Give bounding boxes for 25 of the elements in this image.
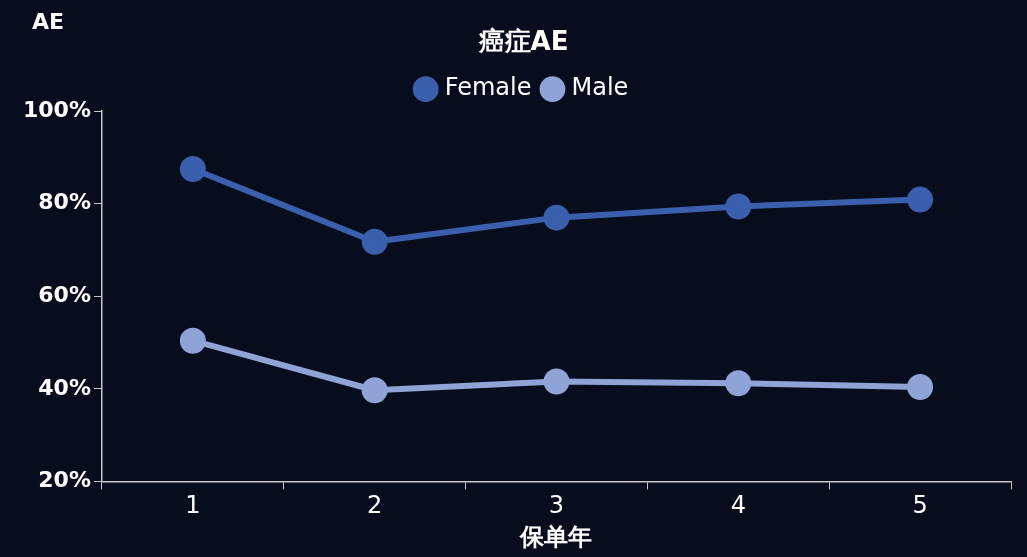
point — [725, 370, 752, 397]
point — [543, 204, 570, 231]
legend-label: Female — [444, 73, 532, 102]
y-tick-label: 40% — [38, 374, 91, 400]
legend-label: Male — [571, 73, 629, 102]
x-tick-label: 4 — [730, 491, 746, 520]
point — [179, 156, 206, 183]
y-tick-label: 60% — [38, 282, 91, 308]
point — [907, 374, 934, 400]
point — [179, 327, 206, 354]
point — [725, 193, 752, 220]
point — [361, 228, 388, 255]
x-tick-label: 1 — [185, 491, 201, 520]
point — [907, 186, 934, 213]
x-axis-title: 保单年 — [519, 522, 593, 551]
point — [543, 368, 570, 395]
y-tick-label: 20% — [38, 467, 91, 493]
point — [361, 377, 388, 404]
x-tick-label: 5 — [912, 491, 928, 520]
y-tick-label: 100% — [23, 96, 91, 122]
y-tick-label: 80% — [38, 189, 91, 215]
x-tick-label: 2 — [367, 491, 383, 520]
y-axis-title: AE — [32, 8, 65, 34]
x-tick-label: 3 — [548, 491, 565, 520]
chart-title: 癌症AE — [477, 26, 569, 57]
